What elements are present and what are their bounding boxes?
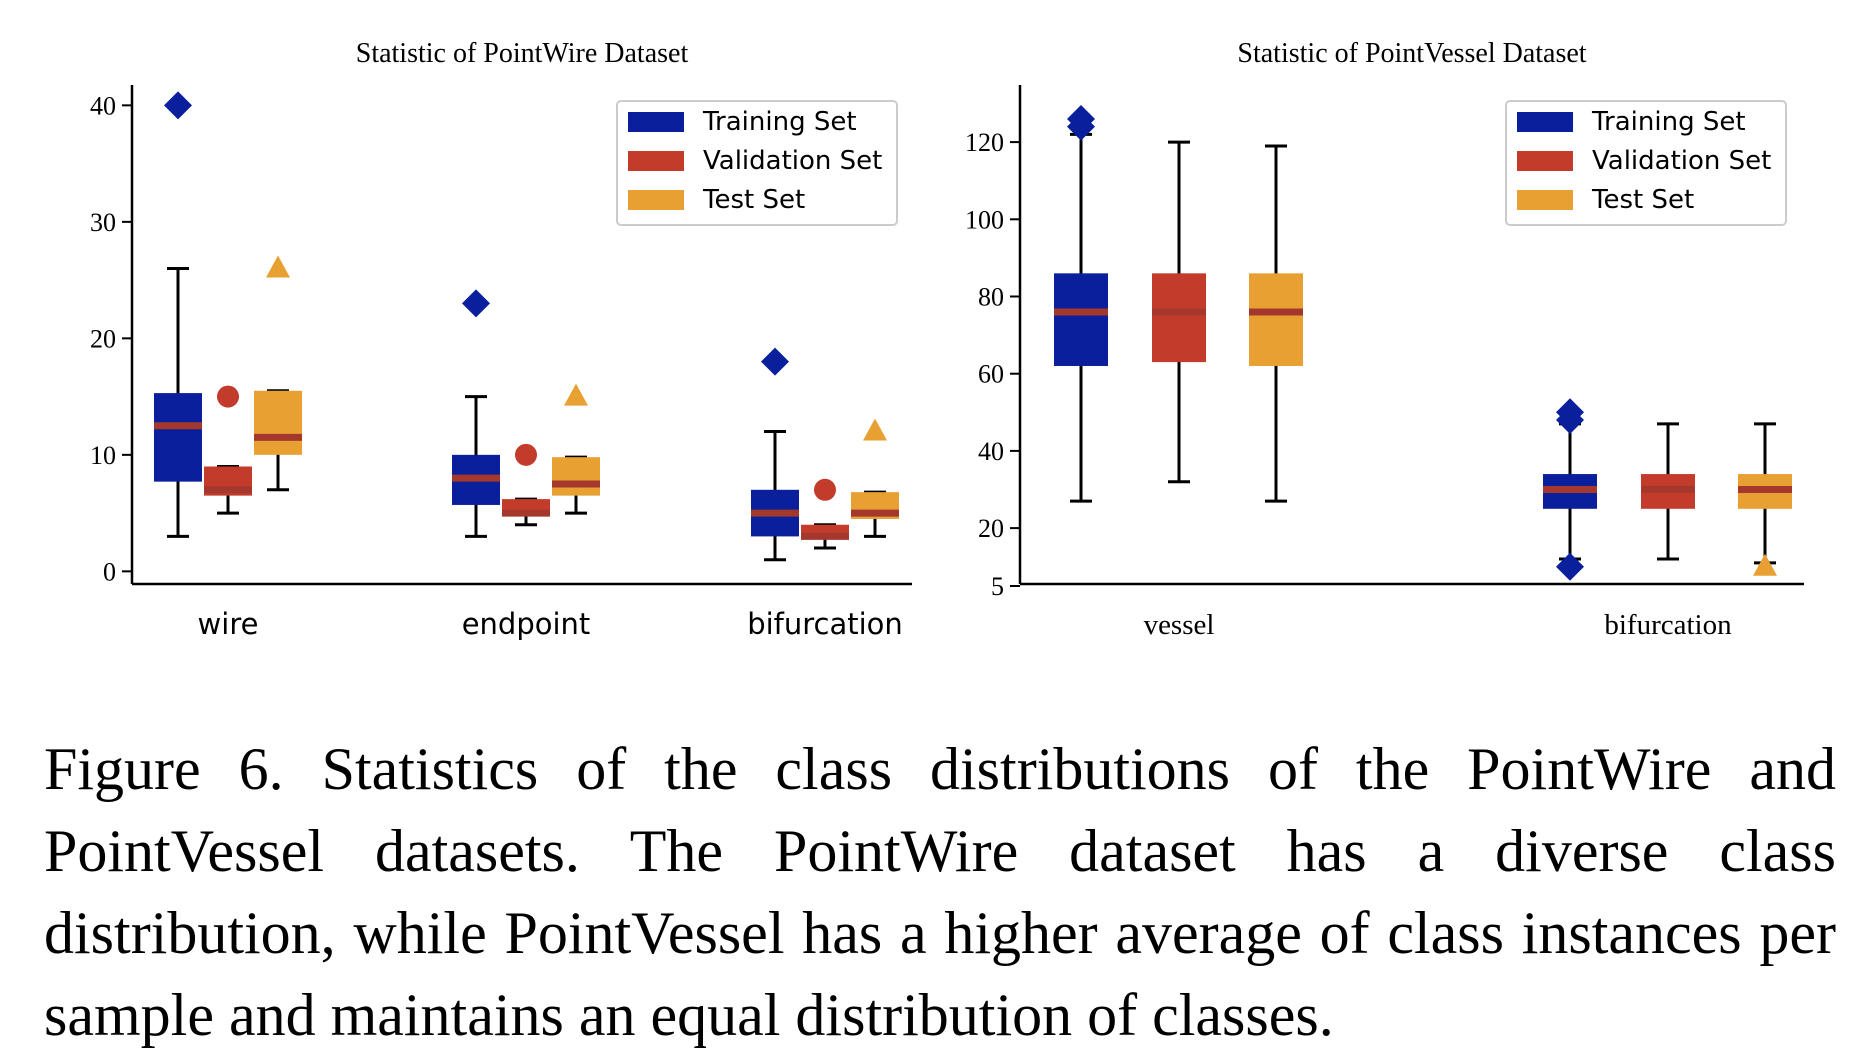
pointwire-plot-area: 0 10 20 30 40 wire endpoint bifurcation — [90, 91, 903, 641]
training-outlier — [761, 347, 789, 376]
y-tick-label: 20 — [978, 514, 1004, 543]
y-tick-label: 60 — [978, 360, 1004, 389]
y-tick-label: 30 — [90, 208, 116, 237]
validation-outlier — [515, 443, 537, 466]
test-box — [552, 457, 600, 496]
training-box — [1054, 273, 1108, 366]
legend-swatch-validation — [628, 151, 684, 171]
test-box — [1249, 273, 1303, 366]
legend-label-test: Test Set — [702, 185, 805, 215]
test-box — [254, 390, 302, 455]
legend-swatch-test — [628, 190, 684, 210]
legend-label-validation: Validation Set — [1592, 146, 1771, 176]
x-category-label: vessel — [1144, 609, 1215, 641]
y-tick-label: 40 — [90, 91, 116, 120]
x-category-label: endpoint — [462, 607, 591, 641]
legend-label-training: Training Set — [702, 107, 857, 137]
x-category-label: bifurcation — [747, 607, 903, 641]
y-tick-label: 120 — [965, 128, 1004, 157]
pointwire-legend: Training Set Validation Set Test Set — [616, 100, 898, 226]
training-outlier — [462, 289, 490, 318]
y-tick-label: 100 — [965, 205, 1004, 234]
test-outlier — [564, 383, 588, 406]
validation-box — [1152, 273, 1206, 363]
test-outlier — [863, 418, 887, 441]
pointvessel-chart: Statistic of PointVessel Dataset 5 20 40 60… — [965, 38, 1804, 641]
training-outlier — [1556, 552, 1584, 581]
pointwire-title: Statistic of PointWire Dataset — [356, 38, 689, 69]
legend-label-validation: Validation Set — [703, 146, 882, 176]
pointvessel-plot-area: 5 20 40 60 80 100 120 vessel bifurcation — [965, 104, 1792, 641]
y-tick-label: 10 — [90, 441, 116, 470]
test-outlier — [266, 255, 290, 278]
legend-label-training: Training Set — [1591, 107, 1746, 137]
validation-outlier — [217, 385, 239, 408]
y-tick-label: 0 — [103, 557, 116, 586]
x-category-label: wire — [198, 607, 259, 641]
training-box — [154, 393, 202, 482]
training-outlier — [1067, 104, 1095, 133]
test-outlier — [1753, 553, 1777, 576]
y-tick-label: 20 — [90, 324, 116, 353]
pointvessel-title: Statistic of PointVessel Dataset — [1237, 38, 1586, 69]
pointvessel-legend: Training Set Validation Set Test Set — [1505, 100, 1787, 226]
figure-caption: Figure 6. Statistics of the class distri… — [44, 736, 1836, 1048]
training-outlier — [1556, 398, 1584, 427]
y-tick-label: 40 — [978, 437, 1004, 466]
validation-outlier — [814, 478, 836, 501]
legend-frame — [616, 100, 898, 226]
x-category-label: bifurcation — [1604, 609, 1732, 641]
legend-swatch-test — [1517, 190, 1573, 210]
pointwire-chart: Statistic of PointWire Dataset 0 10 20 30 40… — [90, 38, 912, 641]
legend-frame — [1505, 100, 1787, 226]
legend-label-test: Test Set — [1591, 185, 1694, 215]
training-outlier — [164, 91, 192, 120]
figure: Statistic of PointWire Dataset 0 10 20 30 40… — [90, 38, 1804, 641]
y-tick-label: 80 — [978, 283, 1004, 312]
legend-swatch-training — [1517, 112, 1573, 132]
legend-swatch-training — [628, 112, 684, 132]
legend-swatch-validation — [1517, 151, 1573, 171]
y-tick-label: 5 — [991, 572, 1004, 601]
